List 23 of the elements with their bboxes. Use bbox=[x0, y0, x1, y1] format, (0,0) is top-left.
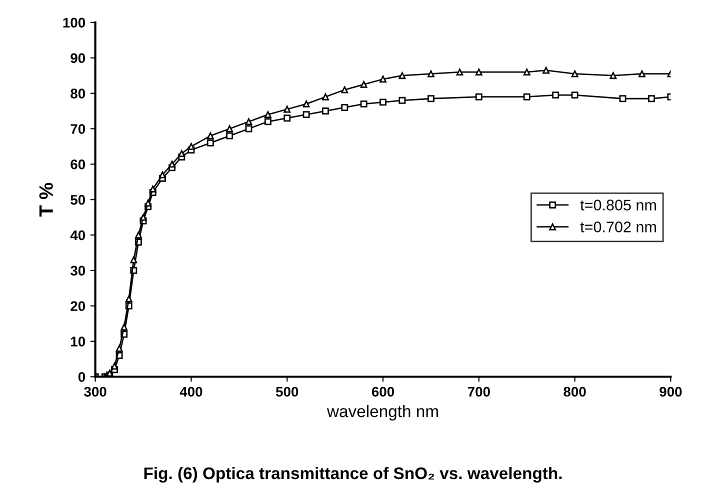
y-tick-label: 80 bbox=[70, 88, 86, 98]
y-tick-label: 50 bbox=[70, 194, 86, 205]
y-axis-title: T % bbox=[39, 182, 53, 217]
y-tick-label: 30 bbox=[70, 266, 86, 276]
x-tick-label: 500 bbox=[276, 386, 298, 397]
y-tick-label: 40 bbox=[70, 230, 86, 240]
y-tick-label: 60 bbox=[70, 160, 86, 170]
y-tick-label: 70 bbox=[70, 124, 86, 134]
x-axis-title: wavelength nm bbox=[326, 404, 438, 421]
text: Fig. (6) Optica transmittance of SnO₂ vs. wavelength. bbox=[144, 466, 562, 483]
x-tick-label: 600 bbox=[372, 386, 394, 397]
x-tick-label: 800 bbox=[564, 386, 586, 397]
x-tick-label: 900 bbox=[660, 386, 682, 397]
y-tick-label: 10 bbox=[71, 336, 86, 346]
x-tick-label: 400 bbox=[180, 386, 202, 397]
legend-label: t=0.805 nm bbox=[580, 200, 656, 210]
x-tick-label: 300 bbox=[84, 386, 106, 397]
y-tick-label: 100 bbox=[63, 18, 86, 28]
x-tick-label: 700 bbox=[468, 386, 490, 397]
y-tick-label: 0 bbox=[78, 372, 86, 382]
y-tick-label: 90 bbox=[70, 53, 86, 64]
legend-label: t=0.702 nm bbox=[580, 222, 656, 232]
y-tick-label: 20 bbox=[70, 301, 86, 312]
